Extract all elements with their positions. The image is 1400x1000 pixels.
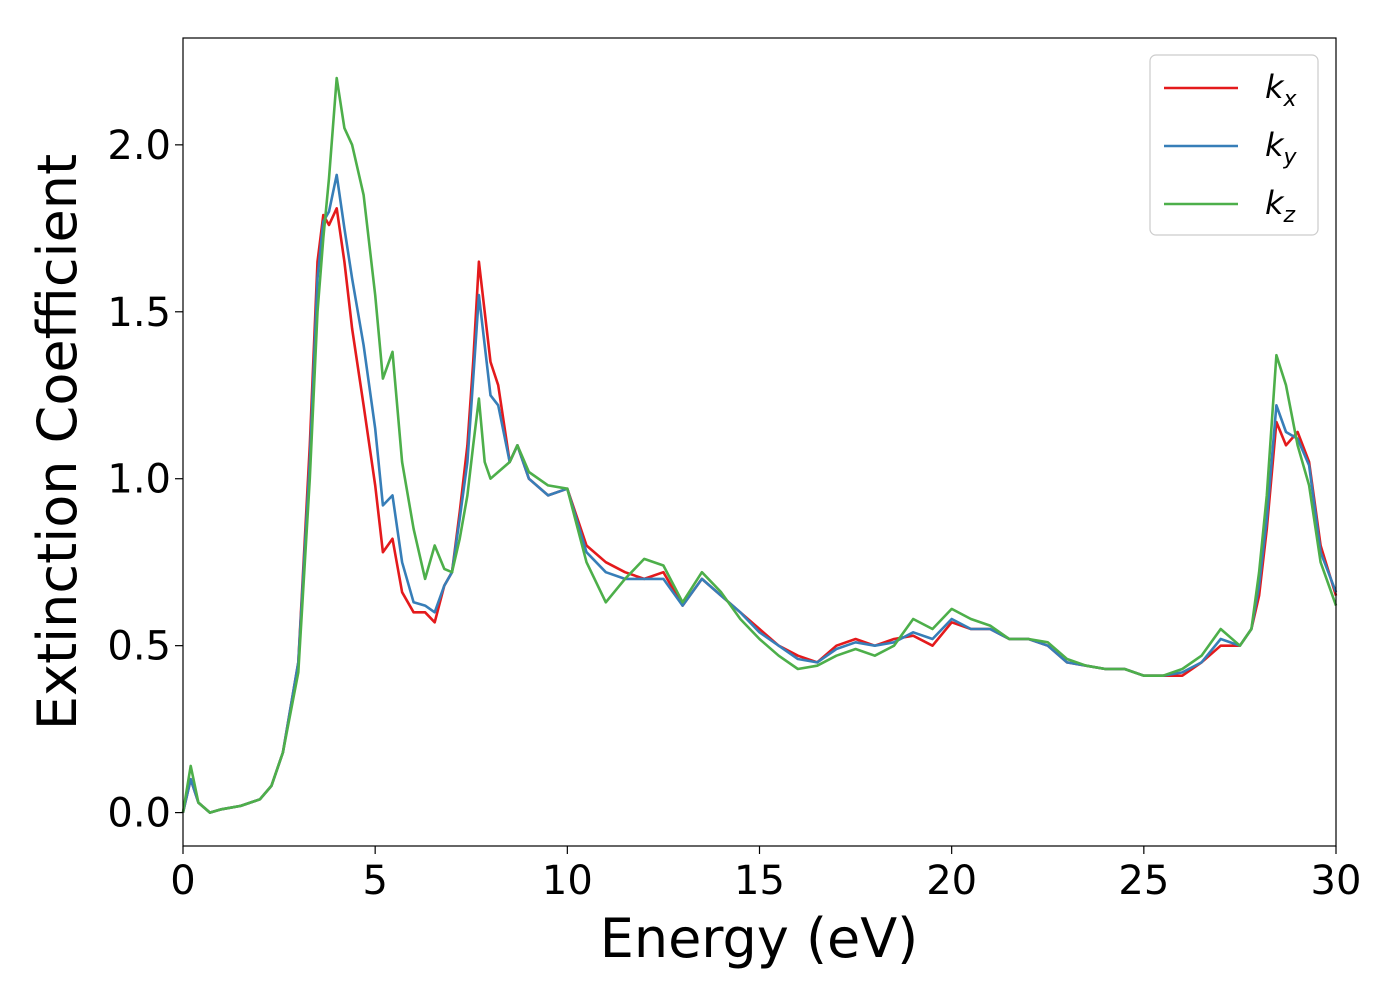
x-axis-label: Energy (eV) [600,907,919,970]
y-tick-label: 0.0 [107,791,171,837]
x-tick-label: 20 [926,858,977,904]
x-tick-label: 30 [1311,858,1362,904]
y-tick-label: 1.5 [107,290,171,336]
series-line-kz [181,76,1338,814]
y-axis-ticks: 0.0 0.5 1.0 1.5 2.0 [107,123,183,837]
y-tick-label: 1.0 [107,457,171,503]
x-axis-ticks: 0 5 10 15 20 25 30 [170,846,1361,904]
plot-background [183,38,1336,846]
x-tick-label: 5 [362,858,387,904]
x-tick-label: 0 [170,858,195,904]
x-tick-label: 15 [734,858,785,904]
y-axis-label: Extinction Coefficient [26,154,89,730]
x-tick-label: 10 [542,858,593,904]
y-tick-label: 2.0 [107,123,171,169]
x-tick-label: 25 [1118,858,1169,904]
y-tick-label: 0.5 [107,624,171,670]
series-lines [181,76,1338,814]
